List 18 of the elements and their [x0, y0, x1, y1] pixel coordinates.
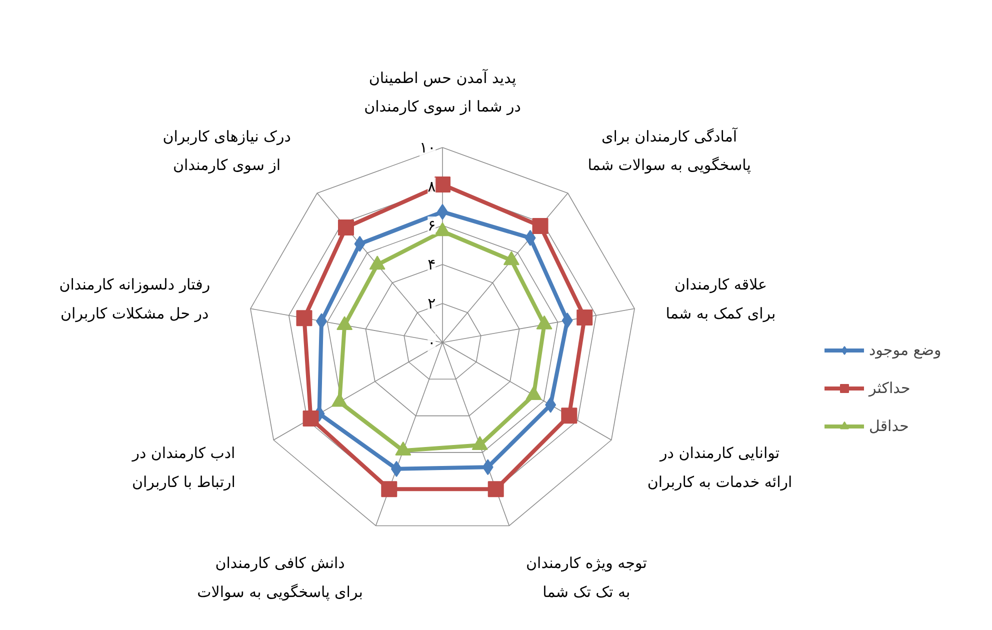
y-tick-label: ۶: [428, 216, 436, 234]
spoke-label: علاقه کارمندان برای کمک به شما: [666, 276, 776, 322]
y-tick-label: ۰: [428, 334, 436, 352]
spoke-label: درک نیازهای کاربران از سوی کارمندان: [162, 127, 291, 174]
spoke-label: رفتار دلسوزانه کارمندان در حل مشکلات کاربران: [59, 276, 210, 322]
spoke-label: توانایی کارمندان در ارائه خدمات به کاربران: [647, 444, 792, 491]
spoke-label: پدید آمدن حس اطمینان در شما از سوی کارمندان: [364, 68, 521, 116]
legend-label: حداقل: [869, 417, 909, 435]
spoke-label: توجه ویژه کارمندان به تک تک شما: [526, 554, 647, 602]
spoke-label: آمادگی کارمندان برای پاسخگویی به سوالات شما: [588, 126, 751, 174]
spoke-label: دانش کافی کارمندان برای پاسخگویی به سوالات: [197, 554, 363, 602]
y-tick-label: ۴: [428, 256, 436, 274]
spoke-label: ادب کارمندان در ارتباط با کاربران: [131, 444, 236, 491]
legend-label: حداکثر: [869, 379, 910, 397]
legend-label: وضع موجود: [869, 341, 942, 359]
y-tick-label: ۸: [428, 178, 436, 196]
y-tick-label: ۱۰: [420, 138, 436, 156]
y-tick-label: ۲: [428, 294, 436, 312]
